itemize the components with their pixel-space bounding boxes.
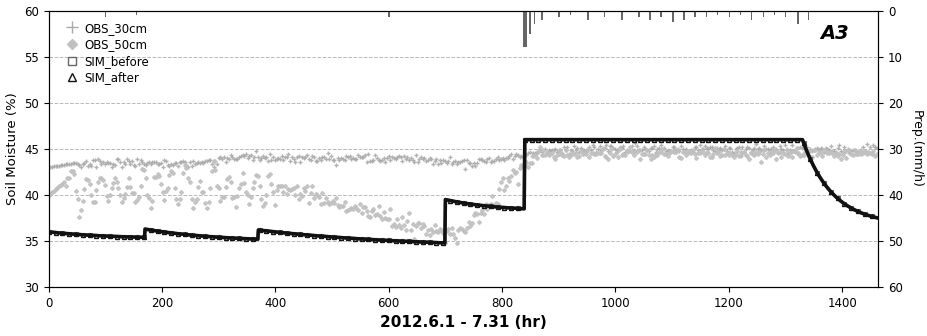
Y-axis label: Prep.(mm/h): Prep.(mm/h) <box>908 110 921 188</box>
Legend: OBS_30cm, OBS_50cm, SIM_before, SIM_after: OBS_30cm, OBS_50cm, SIM_before, SIM_afte… <box>63 19 151 87</box>
Y-axis label: Soil Moisture (%): Soil Moisture (%) <box>6 92 19 205</box>
Text: A3: A3 <box>819 25 848 43</box>
X-axis label: 2012.6.1 - 7.31 (hr): 2012.6.1 - 7.31 (hr) <box>380 316 546 330</box>
